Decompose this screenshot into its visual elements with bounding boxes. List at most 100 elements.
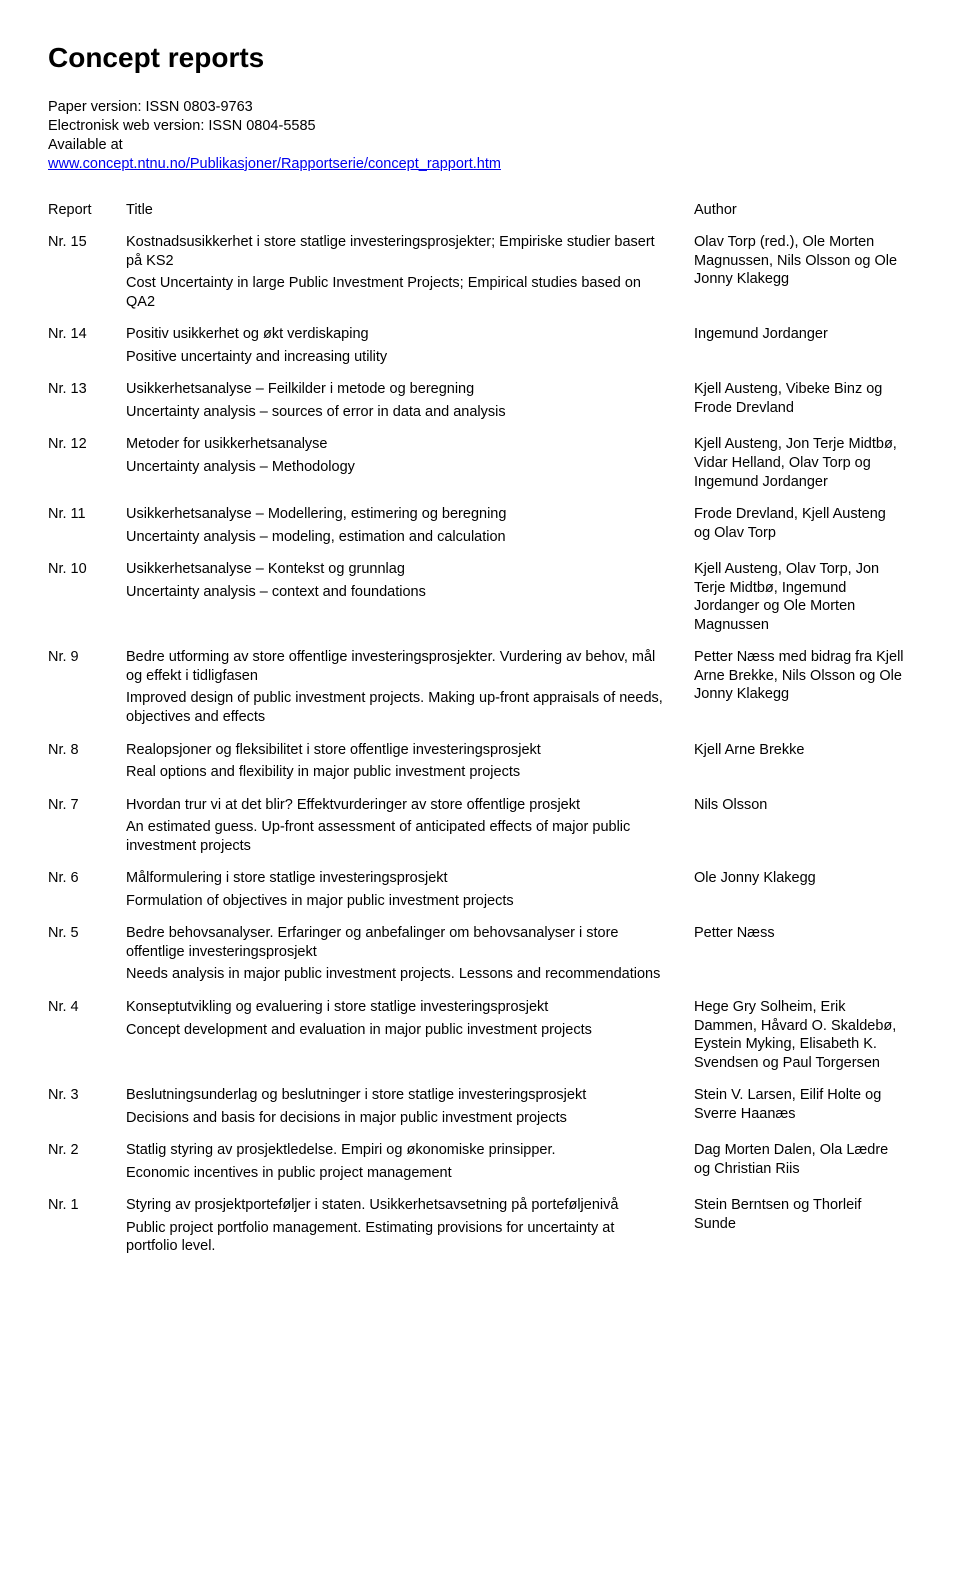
report-author: Hege Gry Solheim, Erik Dammen, Håvard O.… [694,991,912,1079]
report-title: Bedre behovsanalyser. Erfaringer og anbe… [126,924,666,961]
report-number: Nr. 5 [48,917,126,991]
report-title-cell: Beslutningsunderlag og beslutninger i st… [126,1079,694,1134]
report-subtitle: Uncertainty analysis – sources of error … [126,403,666,422]
report-author: Stein Berntsen og Thorleif Sunde [694,1189,912,1263]
report-number: Nr. 9 [48,641,126,733]
paper-version-line: Paper version: ISSN 0803-9763 [48,98,912,117]
table-row: Nr. 10Usikkerhetsanalyse – Kontekst og g… [48,553,912,641]
report-subtitle: Real options and flexibility in major pu… [126,763,666,782]
table-row: Nr. 8Realopsjoner og fleksibilitet i sto… [48,734,912,789]
report-title-cell: Positiv usikkerhet og økt verdiskaping Po… [126,318,694,373]
report-author: Kjell Arne Brekke [694,734,912,789]
report-subtitle: Uncertainty analysis – Methodology [126,458,666,477]
table-row: Nr. 2Statlig styring av prosjektledelse.… [48,1134,912,1189]
report-author: Kjell Austeng, Jon Terje Midtbø, Vidar H… [694,428,912,498]
report-title-cell: Styring av prosjektporteføljer i staten.… [126,1189,694,1263]
report-subtitle: Concept development and evaluation in ma… [126,1021,666,1040]
report-title: Usikkerhetsanalyse – Feilkilder i metode… [126,380,666,399]
report-title: Usikkerhetsanalyse – Kontekst og grunnla… [126,560,666,579]
report-author: Olav Torp (red.), Ole Morten Magnussen, … [694,226,912,318]
table-row: Nr. 14Positiv usikkerhet og økt verdiska… [48,318,912,373]
table-row: Nr. 1Styring av prosjektporteføljer i st… [48,1189,912,1263]
header-author: Author [694,194,912,227]
report-title: Kostnadsusikkerhet i store statlige inve… [126,233,666,270]
table-row: Nr. 15Kostnadsusikkerhet i store statlig… [48,226,912,318]
report-author: Petter Næss med bidrag fra Kjell Arne Br… [694,641,912,733]
report-author: Ingemund Jordanger [694,318,912,373]
report-number: Nr. 12 [48,428,126,498]
report-title-cell: Hvordan trur vi at det blir? Effektvurde… [126,789,694,863]
report-author: Kjell Austeng, Vibeke Binz og Frode Drev… [694,373,912,428]
report-title-cell: Metoder for usikkerhetsanalyse Uncertaint… [126,428,694,498]
report-number: Nr. 3 [48,1079,126,1134]
report-subtitle: Economic incentives in public project ma… [126,1164,666,1183]
report-title: Realopsjoner og fleksibilitet i store of… [126,741,666,760]
report-author: Frode Drevland, Kjell Austeng og Olav To… [694,498,912,553]
report-number: Nr. 8 [48,734,126,789]
report-number: Nr. 15 [48,226,126,318]
report-title-cell: Konseptutvikling og evaluering i store s… [126,991,694,1079]
report-author: Stein V. Larsen, Eilif Holte og Sverre H… [694,1079,912,1134]
report-subtitle: Public project portfolio management. Est… [126,1219,666,1256]
web-version-line: Electronisk web version: ISSN 0804-5585 [48,117,912,136]
report-subtitle: An estimated guess. Up-front assessment … [126,818,666,855]
header-title: Title [126,194,694,227]
report-title: Usikkerhetsanalyse – Modellering, estime… [126,505,666,524]
report-title-cell: Målformulering i store statlige invester… [126,862,694,917]
report-number: Nr. 10 [48,553,126,641]
table-row: Nr. 7Hvordan trur vi at det blir? Effekt… [48,789,912,863]
report-title: Bedre utforming av store offentlige inve… [126,648,666,685]
report-author: Petter Næss [694,917,912,991]
report-title-cell: Bedre utforming av store offentlige inve… [126,641,694,733]
report-number: Nr. 13 [48,373,126,428]
report-author: Dag Morten Dalen, Ola Lædre og Christian… [694,1134,912,1189]
report-title-cell: Usikkerhetsanalyse – Modellering, estime… [126,498,694,553]
report-number: Nr. 6 [48,862,126,917]
report-title: Positiv usikkerhet og økt verdiskaping [126,325,666,344]
available-at-label: Available at [48,136,912,155]
report-subtitle: Cost Uncertainty in large Public Investm… [126,274,666,311]
report-number: Nr. 2 [48,1134,126,1189]
report-subtitle: Positive uncertainty and increasing util… [126,348,666,367]
report-title-cell: Kostnadsusikkerhet i store statlige inve… [126,226,694,318]
report-subtitle: Improved design of public investment pro… [126,689,666,726]
report-title: Metoder for usikkerhetsanalyse [126,435,666,454]
report-title-cell: Statlig styring av prosjektledelse. Empi… [126,1134,694,1189]
table-row: Nr. 12Metoder for usikkerhetsanalyse Unce… [48,428,912,498]
report-author: Kjell Austeng, Olav Torp, Jon Terje Midt… [694,553,912,641]
table-row: Nr. 5Bedre behovsanalyser. Erfaringer og… [48,917,912,991]
report-series-link[interactable]: www.concept.ntnu.no/Publikasjoner/Rappor… [48,156,501,172]
report-title: Hvordan trur vi at det blir? Effektvurde… [126,796,666,815]
report-subtitle: Decisions and basis for decisions in maj… [126,1109,666,1128]
report-title-cell: Realopsjoner og fleksibilitet i store of… [126,734,694,789]
table-row: Nr. 11Usikkerhetsanalyse – Modellering, … [48,498,912,553]
report-subtitle: Uncertainty analysis – modeling, estimat… [126,528,666,547]
report-subtitle: Needs analysis in major public investmen… [126,965,666,984]
report-title: Målformulering i store statlige invester… [126,869,666,888]
report-number: Nr. 1 [48,1189,126,1263]
report-author: Nils Olsson [694,789,912,863]
header-report: Report [48,194,126,227]
report-title: Statlig styring av prosjektledelse. Empi… [126,1141,666,1160]
report-subtitle: Uncertainty analysis – context and found… [126,583,666,602]
report-title: Styring av prosjektporteføljer i staten.… [126,1196,666,1215]
page-title: Concept reports [48,40,912,76]
report-title-cell: Bedre behovsanalyser. Erfaringer og anbe… [126,917,694,991]
report-title-cell: Usikkerhetsanalyse – Kontekst og grunnla… [126,553,694,641]
report-title: Beslutningsunderlag og beslutninger i st… [126,1086,666,1105]
report-title: Konseptutvikling og evaluering i store s… [126,998,666,1017]
reports-table: Report Title Author Nr. 15Kostnadsusikke… [48,194,912,1264]
table-row: Nr. 4Konseptutvikling og evaluering i st… [48,991,912,1079]
report-title-cell: Usikkerhetsanalyse – Feilkilder i metode… [126,373,694,428]
report-number: Nr. 7 [48,789,126,863]
report-number: Nr. 4 [48,991,126,1079]
report-number: Nr. 11 [48,498,126,553]
table-row: Nr. 13Usikkerhetsanalyse – Feilkilder i … [48,373,912,428]
report-number: Nr. 14 [48,318,126,373]
report-author: Ole Jonny Klakegg [694,862,912,917]
table-row: Nr. 6Målformulering i store statlige inv… [48,862,912,917]
table-row: Nr. 9Bedre utforming av store offentlige… [48,641,912,733]
report-subtitle: Formulation of objectives in major publi… [126,892,666,911]
table-row: Nr. 3Beslutningsunderlag og beslutninger… [48,1079,912,1134]
table-header-row: Report Title Author [48,194,912,227]
